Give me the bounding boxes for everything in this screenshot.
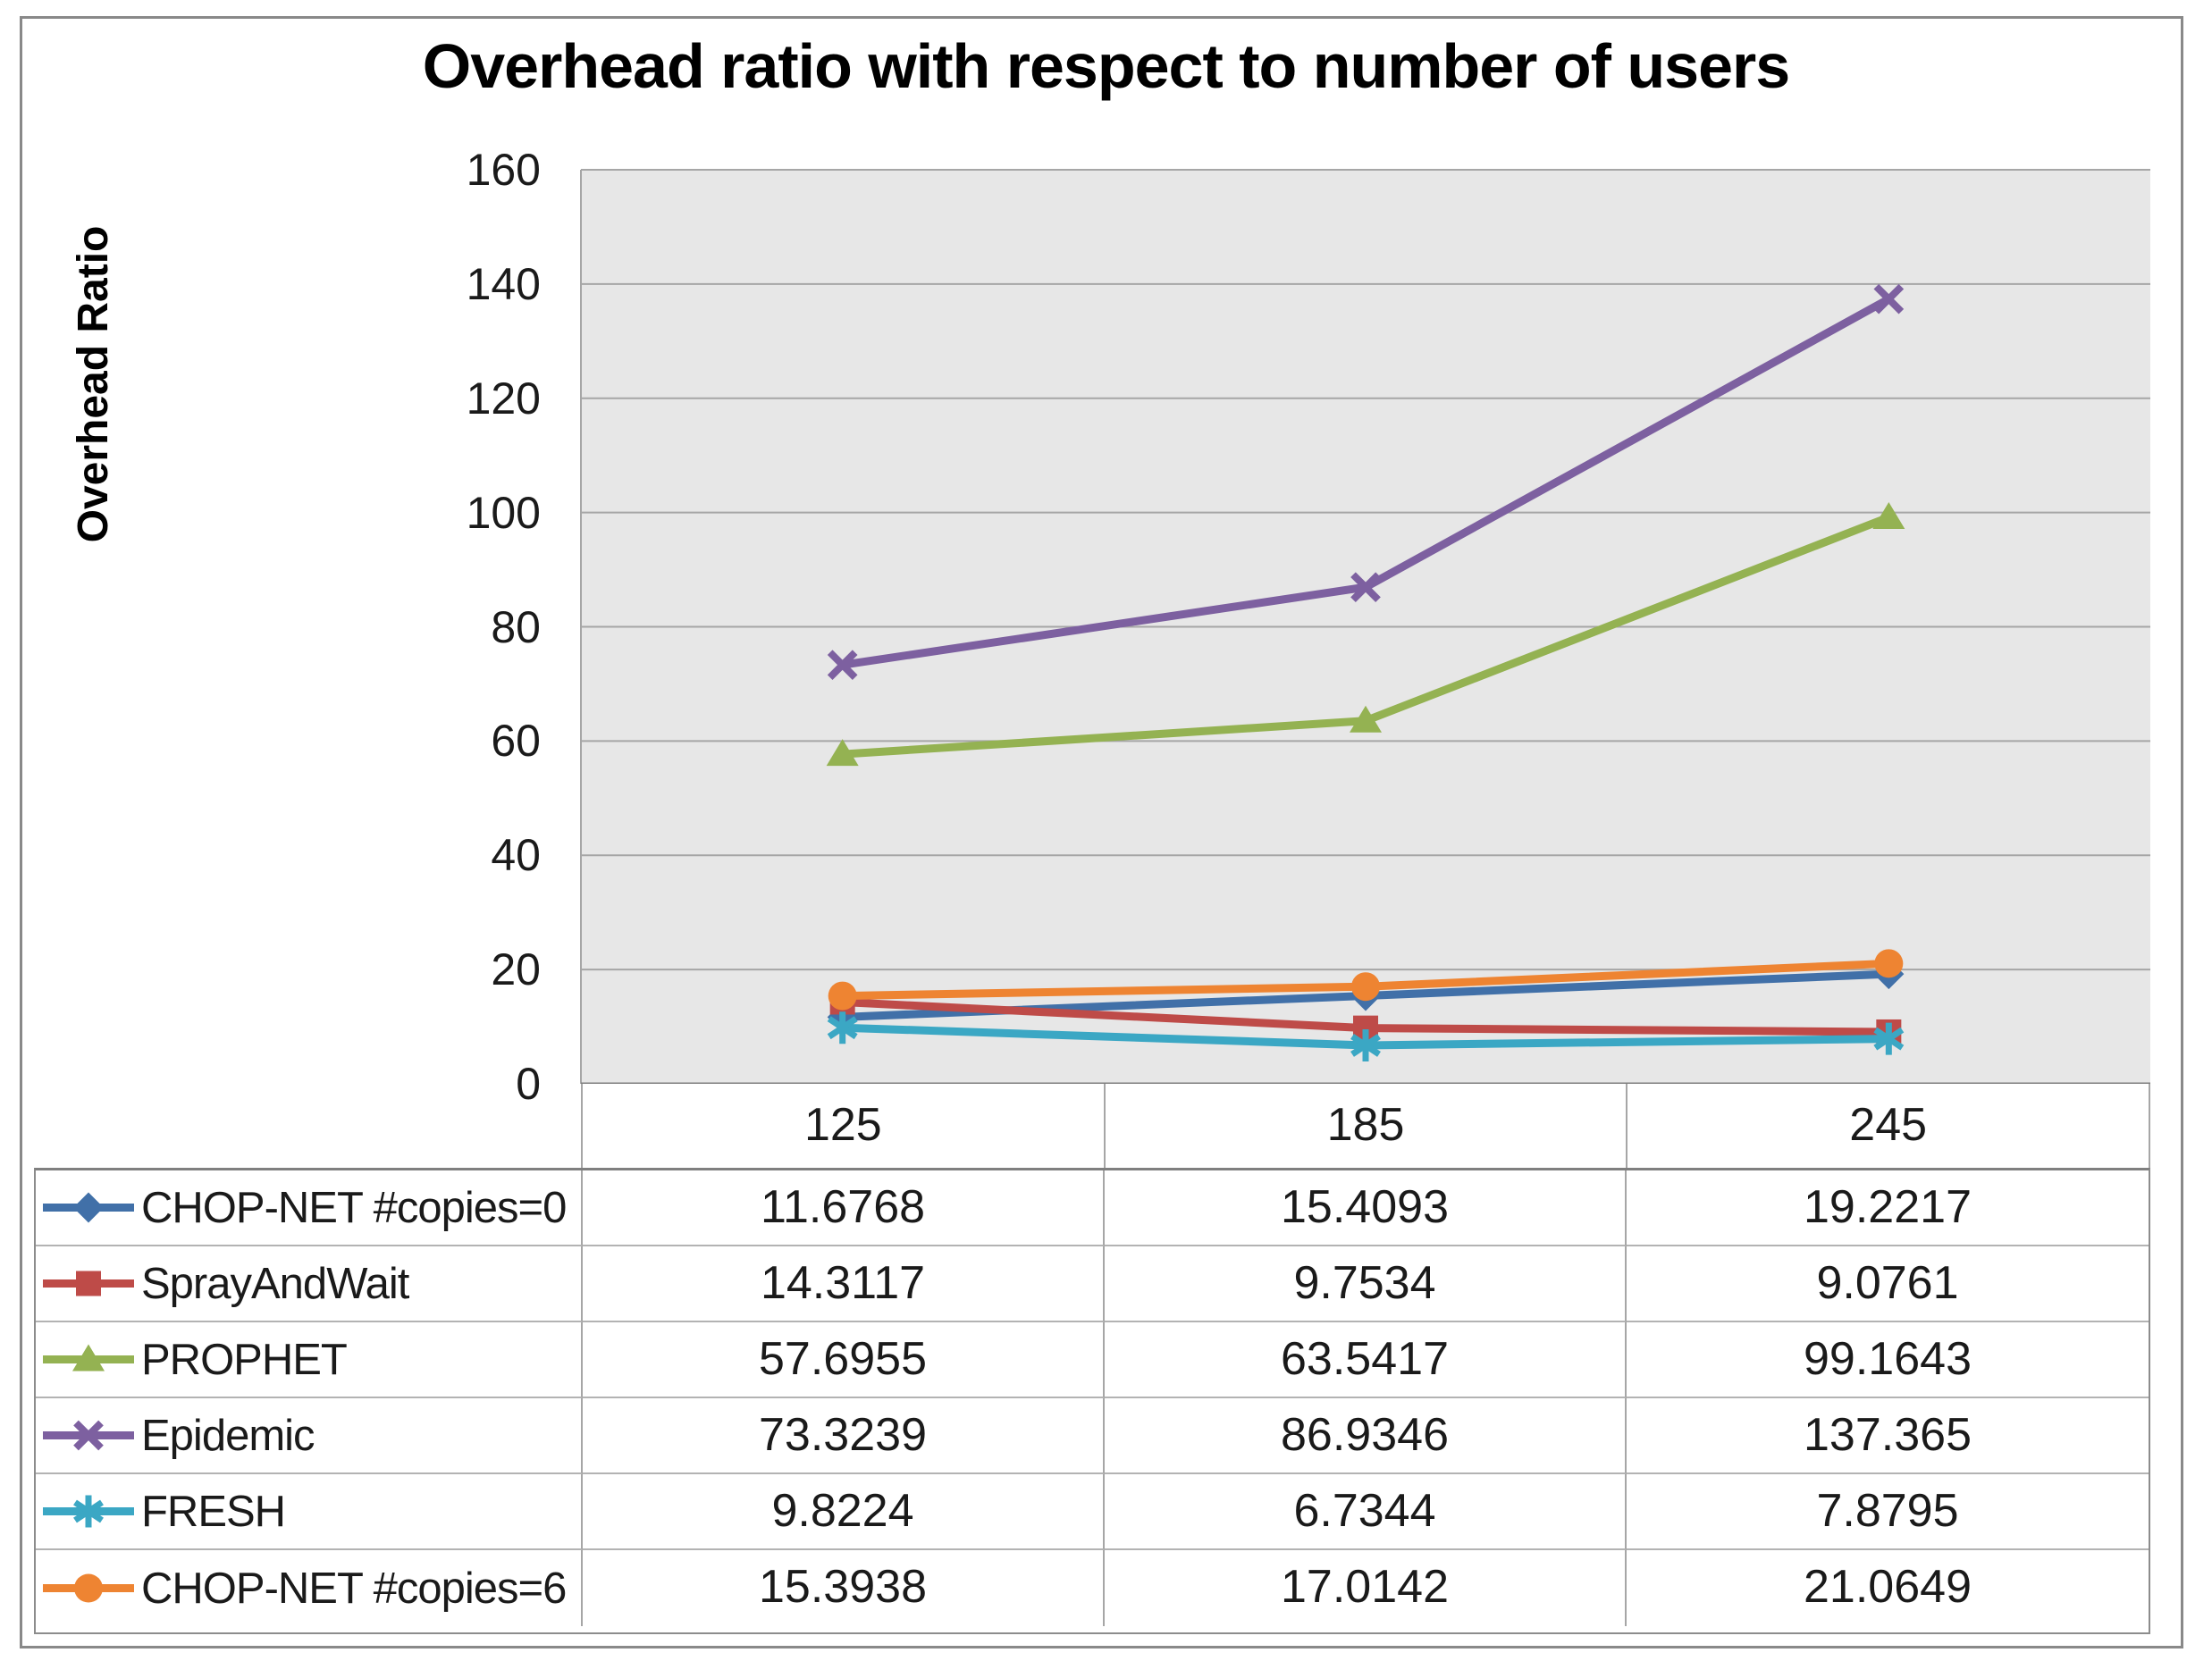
data-table: CHOP-NET #copies=0 11.6768 15.4093 19.2217 S…: [34, 1168, 2150, 1634]
chart-frame: [20, 16, 2183, 1648]
table-value-epidemic-245: 137.365: [1627, 1398, 2149, 1474]
series-fresh: [827, 1011, 1905, 1061]
table-value-prophet-185: 63.5417: [1105, 1322, 1627, 1398]
legend-cell-sprayandwait: SprayAndWait: [36, 1246, 583, 1322]
y-tick-label-160: 160: [466, 145, 541, 195]
legend-key-chop-net-copies-6: [43, 1573, 134, 1603]
x-category-header-125: 125: [583, 1084, 1106, 1168]
table-value-prophet-245: 99.1643: [1627, 1322, 2149, 1398]
table-value-fresh-185: 6.7344: [1105, 1474, 1627, 1550]
x-category-header-245: 245: [1627, 1084, 2149, 1168]
series-label-prophet: PROPHET: [141, 1335, 348, 1384]
circle-marker-icon: [828, 981, 857, 1011]
table-value-epidemic-125: 73.3239: [583, 1398, 1105, 1474]
table-value-chop-net-copies-0-185: 15.4093: [1105, 1170, 1627, 1246]
series-prophet: [826, 501, 1905, 767]
table-value-chop-net-copies-6-245: 21.0649: [1627, 1550, 2149, 1626]
triangle-marker-icon: [1350, 705, 1382, 733]
table-value-chop-net-copies-6-185: 17.0142: [1105, 1550, 1627, 1626]
table-value-epidemic-185: 86.9346: [1105, 1398, 1627, 1474]
table-value-chop-net-copies-0-245: 19.2217: [1627, 1170, 2149, 1246]
y-tick-label-100: 100: [466, 487, 541, 538]
circle-marker-icon: [74, 1573, 103, 1603]
asterisk-marker-icon: [73, 1495, 104, 1528]
series-chop-net-copies-6: [828, 949, 1904, 1011]
x-marker-icon: [1350, 572, 1381, 602]
legend-cell-fresh: FRESH: [36, 1474, 583, 1550]
table-value-chop-net-copies-6-125: 15.3938: [583, 1550, 1105, 1626]
table-value-sprayandwait-245: 9.0761: [1627, 1246, 2149, 1322]
x-marker-icon: [1873, 283, 1905, 315]
y-tick-label-80: 80: [491, 601, 541, 652]
legend-cell-chop-net-copies-6: CHOP-NET #copies=6: [36, 1550, 583, 1626]
triangle-marker-icon: [1872, 501, 1905, 529]
y-tick-label-0: 0: [516, 1059, 541, 1109]
legend-key-prophet: [43, 1344, 134, 1372]
series-label-chop-net-copies-6: CHOP-NET #copies=6: [141, 1564, 567, 1613]
triangle-marker-icon: [826, 739, 859, 767]
legend-cell-epidemic: Epidemic: [36, 1398, 583, 1474]
legend-cell-chop-net-copies-0: CHOP-NET #copies=0: [36, 1170, 583, 1246]
table-value-fresh-125: 9.8224: [583, 1474, 1105, 1550]
chart-title: Overhead ratio with respect to number of…: [422, 31, 1790, 101]
table-value-sprayandwait-125: 14.3117: [583, 1246, 1105, 1322]
series-epidemic: [827, 283, 1905, 681]
series-label-epidemic: Epidemic: [141, 1411, 315, 1460]
circle-marker-icon: [1874, 949, 1904, 978]
x-marker-icon: [73, 1420, 104, 1451]
y-axis-ticks: 0 20 40 60 80 100 120 140 160: [313, 0, 541, 1162]
y-axis-title: Overhead Ratio: [70, 225, 117, 543]
table-value-prophet-125: 57.6955: [583, 1322, 1105, 1398]
x-marker-icon: [827, 650, 858, 681]
legend-key-epidemic: [43, 1420, 134, 1451]
series-label-fresh: FRESH: [141, 1487, 286, 1536]
y-tick-label-60: 60: [491, 716, 541, 767]
series-label-sprayandwait: SprayAndWait: [141, 1259, 409, 1308]
y-tick-label-120: 120: [466, 373, 541, 424]
triangle-marker-icon: [72, 1344, 105, 1372]
asterisk-marker-icon: [1350, 1028, 1381, 1061]
y-tick-label-140: 140: [466, 258, 541, 309]
y-tick-label-20: 20: [491, 944, 541, 995]
asterisk-marker-icon: [827, 1011, 858, 1044]
table-value-chop-net-copies-0-125: 11.6768: [583, 1170, 1105, 1246]
y-tick-label-40: 40: [491, 830, 541, 881]
asterisk-marker-icon: [1873, 1022, 1905, 1055]
legend-key-fresh: [43, 1495, 134, 1528]
circle-marker-icon: [1351, 972, 1380, 1002]
legend-key-chop-net-copies-0: [43, 1192, 134, 1223]
legend-cell-prophet: PROPHET: [36, 1322, 583, 1398]
legend-key-sprayandwait: [43, 1271, 134, 1296]
table-value-sprayandwait-185: 9.7534: [1105, 1246, 1627, 1322]
series-label-chop-net-copies-0: CHOP-NET #copies=0: [141, 1183, 567, 1232]
x-category-header-185: 185: [1105, 1084, 1628, 1168]
table-value-fresh-245: 7.8795: [1627, 1474, 2149, 1550]
square-marker-icon: [76, 1271, 101, 1296]
diamond-marker-icon: [73, 1192, 104, 1223]
x-axis-header-row: 125 185 245: [581, 1084, 2150, 1168]
